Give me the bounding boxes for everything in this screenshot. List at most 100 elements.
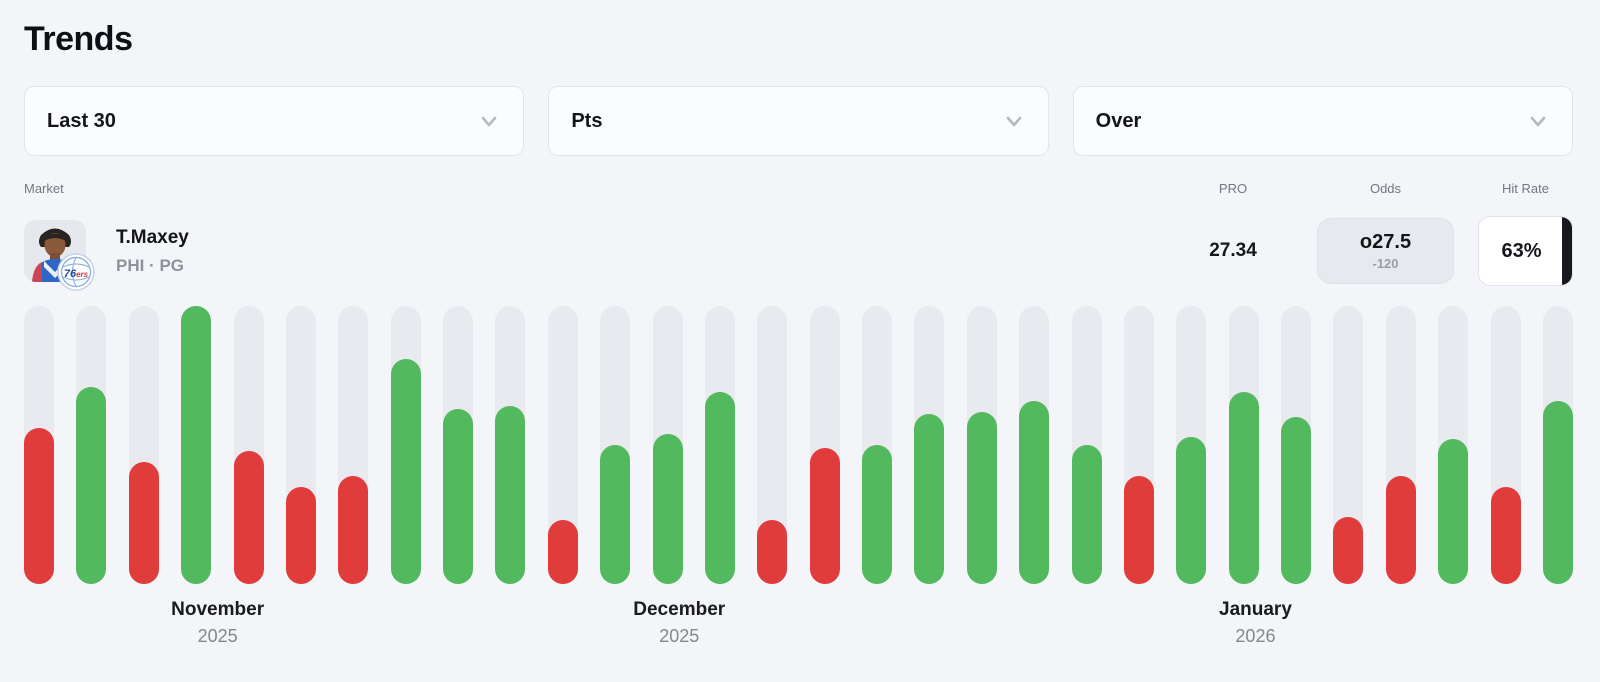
bar-fill-hit <box>1438 439 1469 584</box>
bar-track-game-26[interactable] <box>1333 306 1364 584</box>
pro-projection-value: 27.34 <box>1209 240 1257 261</box>
bar-fill-hit <box>600 445 631 584</box>
bar-fill-hit <box>652 433 683 584</box>
chevron-down-icon <box>1006 116 1021 127</box>
bar-fill-miss <box>809 447 840 584</box>
bar-fill-hit <box>1228 392 1259 584</box>
bar-fill-hit <box>704 392 735 584</box>
bar-fill-hit <box>1281 417 1311 584</box>
bar-fill-miss <box>24 428 54 584</box>
month-label-january: January 2026 <box>1219 599 1292 647</box>
trend-chart: November 2025 December 2025 January 2026 <box>24 306 1573 663</box>
filter-bar: Last 30 Pts Over <box>24 86 1573 156</box>
month-year: 2025 <box>197 626 238 646</box>
bar-track-game-20[interactable] <box>1019 306 1050 584</box>
month-name: December <box>633 599 726 620</box>
bar-fill-hit <box>1542 400 1573 584</box>
bar-fill-miss <box>338 475 369 584</box>
bar-track-game-28[interactable] <box>1438 306 1469 584</box>
odds-line: o27.5 <box>1359 231 1412 253</box>
bar-track-game-27[interactable] <box>1385 306 1416 584</box>
trends-panel: Trends Last 30 Pts Over Market PRO Odds … <box>24 20 1573 663</box>
table-row: 76ers T.Maxey PHI · PG 27.34 o27.5 -120 … <box>24 209 1573 293</box>
trend-bars <box>24 306 1573 584</box>
bar-track-game-14[interactable] <box>704 306 735 584</box>
table-header: Market PRO Odds Hit Rate <box>24 181 1573 196</box>
bar-track-game-25[interactable] <box>1281 306 1311 584</box>
bar-track-game-7[interactable] <box>338 306 369 584</box>
bar-track-game-12[interactable] <box>600 306 631 584</box>
chevron-down-icon <box>482 116 497 127</box>
column-header-odds: Odds <box>1369 181 1402 196</box>
hit-rate-indicator-bar <box>1562 217 1572 285</box>
bar-fill-hit <box>1019 400 1050 584</box>
bar-fill-hit <box>914 414 945 584</box>
bar-track-game-19[interactable] <box>966 306 997 584</box>
bar-track-game-1[interactable] <box>24 306 54 584</box>
bar-track-game-3[interactable] <box>128 306 159 584</box>
column-header-hit-rate: Hit Rate <box>1502 181 1549 196</box>
range-dropdown[interactable]: Last 30 <box>24 86 525 156</box>
bar-track-game-2[interactable] <box>76 306 107 584</box>
bar-fill-miss <box>1385 475 1416 584</box>
bar-track-game-29[interactable] <box>1490 306 1521 584</box>
odds-price: -120 <box>1372 256 1399 271</box>
month-name: November <box>171 599 265 620</box>
side-dropdown-value: Over <box>1095 109 1142 132</box>
hit-rate-value: 63% <box>1501 239 1542 262</box>
bar-fill-miss <box>128 461 159 584</box>
bar-fill-hit <box>181 306 212 584</box>
chevron-down-icon <box>1530 116 1546 127</box>
bar-fill-hit <box>1071 445 1102 584</box>
stat-dropdown-value: Pts <box>571 109 603 132</box>
team-badge-76ers-icon: 76ers <box>57 253 95 291</box>
bar-fill-hit <box>1176 436 1207 584</box>
bar-track-game-9[interactable] <box>443 306 473 584</box>
bar-track-game-5[interactable] <box>233 306 264 584</box>
bar-fill-hit <box>390 358 421 584</box>
bar-fill-hit <box>862 445 892 584</box>
bar-fill-hit <box>966 411 997 584</box>
bar-track-game-10[interactable] <box>495 306 526 584</box>
player-avatar: 76ers <box>24 220 95 291</box>
month-name: January <box>1219 599 1292 620</box>
month-year: 2025 <box>659 626 700 646</box>
bar-fill-hit <box>76 386 107 584</box>
bar-track-game-16[interactable] <box>809 306 840 584</box>
side-dropdown[interactable]: Over <box>1072 86 1573 156</box>
bar-fill-hit <box>443 408 473 584</box>
month-year: 2026 <box>1235 626 1276 646</box>
stat-dropdown[interactable]: Pts <box>548 86 1049 156</box>
bar-fill-miss <box>757 520 788 584</box>
bar-fill-miss <box>233 450 264 584</box>
bar-fill-miss <box>1123 475 1154 584</box>
bar-track-game-4[interactable] <box>181 306 212 584</box>
bar-fill-miss <box>285 486 316 584</box>
bar-track-game-13[interactable] <box>652 306 683 584</box>
month-label-december: December 2025 <box>633 599 725 647</box>
player-name: T.Maxey <box>116 226 189 248</box>
player-meta: T.Maxey PHI · PG <box>116 227 189 276</box>
bar-track-game-8[interactable] <box>390 306 421 584</box>
bar-track-game-22[interactable] <box>1123 306 1154 584</box>
bar-track-game-24[interactable] <box>1228 306 1259 584</box>
bar-track-game-23[interactable] <box>1176 306 1207 584</box>
bar-fill-miss <box>547 520 578 584</box>
month-label-november: November 2025 <box>171 599 264 647</box>
hit-rate-cell[interactable]: 63% <box>1478 216 1573 286</box>
chart-month-axis: November 2025 December 2025 January 2026 <box>24 599 1573 663</box>
column-header-market: Market <box>24 181 64 196</box>
bar-track-game-6[interactable] <box>285 306 316 584</box>
bar-track-game-30[interactable] <box>1542 306 1573 584</box>
bar-track-game-17[interactable] <box>862 306 892 584</box>
bar-track-game-18[interactable] <box>914 306 945 584</box>
bar-track-game-15[interactable] <box>757 306 788 584</box>
page-title: Trends <box>24 20 133 58</box>
odds-button[interactable]: o27.5 -120 <box>1317 218 1454 284</box>
range-dropdown-value: Last 30 <box>47 109 116 132</box>
player-team-position: PHI · PG <box>116 255 185 275</box>
bar-track-game-21[interactable] <box>1071 306 1102 584</box>
bar-track-game-11[interactable] <box>547 306 578 584</box>
bar-fill-miss <box>1333 517 1364 584</box>
bar-fill-hit <box>495 406 526 584</box>
